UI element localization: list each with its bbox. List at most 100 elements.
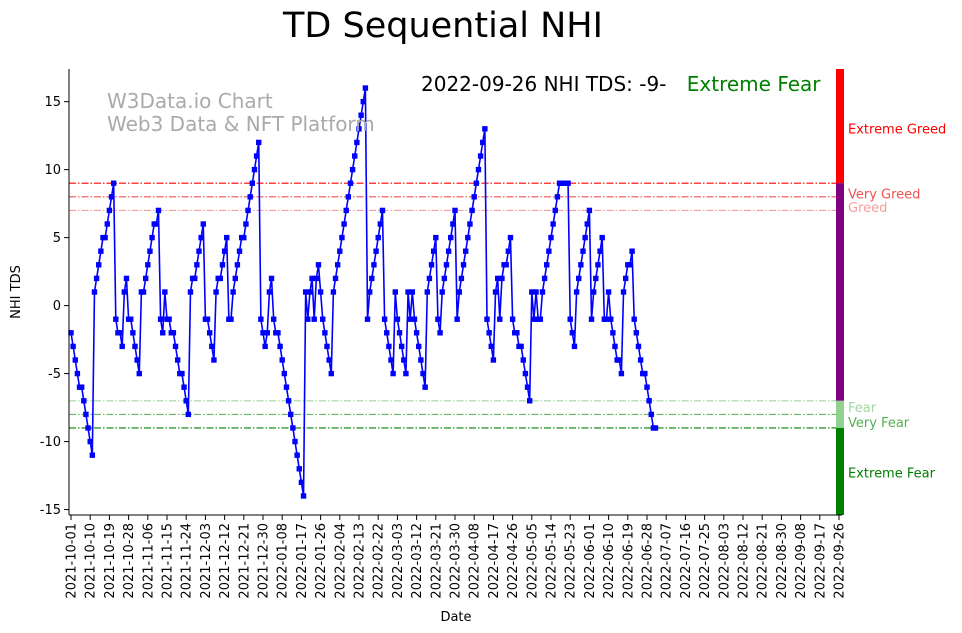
chart-title: TD Sequential NHI — [282, 6, 603, 46]
data-point-244 — [588, 316, 595, 322]
level-bar-segment-2 — [836, 400, 844, 428]
data-point-5 — [78, 384, 85, 390]
data-point-6 — [81, 398, 87, 404]
data-point-85 — [249, 180, 256, 186]
data-point-223 — [544, 262, 550, 268]
data-point-23 — [117, 330, 123, 336]
level-bar-segment-3 — [836, 427, 844, 515]
data-point-180 — [452, 207, 458, 214]
data-point-143 — [373, 248, 379, 254]
data-point-124 — [332, 275, 339, 282]
x-tick-label-22: 2022-04-17 — [487, 523, 502, 599]
data-point-226 — [550, 221, 556, 227]
data-point-90 — [260, 330, 266, 336]
data-point-164 — [418, 357, 424, 363]
data-point-52 — [179, 370, 185, 377]
data-point-66 — [209, 343, 215, 350]
data-point-105 — [292, 438, 298, 445]
data-point-179 — [450, 221, 456, 227]
data-point-17 — [104, 221, 110, 227]
y-tick-label-1: -10 — [40, 435, 61, 450]
data-point-160 — [409, 289, 416, 295]
data-point-237 — [573, 289, 580, 295]
status-headline: 2022-09-26 NHI TDS: -9- Extreme Fear — [421, 72, 821, 96]
data-point-135 — [356, 126, 362, 132]
x-tick-label-11: 2022-01-08 — [276, 523, 291, 599]
data-point-259 — [620, 289, 627, 295]
data-point-72 — [221, 248, 228, 254]
data-point-197 — [488, 343, 494, 350]
data-point-154 — [396, 330, 403, 336]
y-tick-label-3: 0 — [53, 299, 61, 314]
data-point-252 — [605, 289, 612, 295]
data-point-2 — [72, 357, 78, 363]
data-point-267 — [637, 357, 644, 363]
data-point-200 — [494, 275, 501, 282]
data-point-216 — [529, 289, 535, 295]
x-tick-label-38: 2022-09-08 — [794, 523, 809, 599]
data-point-95 — [270, 316, 277, 322]
data-point-258 — [618, 370, 625, 377]
data-point-171 — [433, 234, 439, 241]
data-point-248 — [597, 248, 603, 254]
data-point-55 — [185, 411, 192, 418]
data-point-274 — [652, 425, 659, 431]
y-tick-label-5: 10 — [44, 163, 61, 178]
x-tick-label-8: 2021-12-12 — [218, 523, 233, 599]
data-point-125 — [334, 262, 341, 268]
data-point-150 — [388, 357, 394, 363]
data-point-86 — [251, 166, 258, 173]
data-point-161 — [411, 316, 418, 322]
data-point-43 — [160, 330, 166, 336]
data-point-56 — [187, 289, 194, 295]
data-point-147 — [381, 316, 388, 322]
data-point-20 — [110, 180, 117, 186]
data-point-35 — [142, 275, 149, 282]
data-point-67 — [211, 357, 217, 363]
data-point-21 — [113, 316, 119, 322]
data-point-0 — [68, 330, 74, 336]
x-tick-label-0: 2021-10-01 — [65, 523, 80, 599]
y-tick-label-6: 15 — [44, 95, 61, 110]
data-point-192 — [477, 153, 484, 159]
data-point-243 — [586, 207, 593, 214]
data-point-44 — [162, 289, 168, 295]
data-point-84 — [247, 194, 253, 200]
data-point-249 — [599, 234, 605, 241]
x-tick-label-6: 2021-11-24 — [180, 523, 195, 599]
data-point-98 — [277, 343, 283, 350]
data-point-158 — [405, 289, 411, 295]
data-point-126 — [337, 248, 343, 254]
data-point-13 — [96, 262, 102, 268]
y-tick-label-0: -15 — [40, 503, 61, 518]
data-point-100 — [281, 370, 288, 377]
data-point-172 — [435, 316, 441, 322]
data-point-93 — [266, 289, 273, 295]
data-point-222 — [541, 275, 548, 282]
x-tick-label-13: 2022-01-26 — [314, 523, 329, 599]
data-point-206 — [507, 234, 514, 241]
data-point-214 — [524, 384, 531, 390]
data-point-215 — [526, 398, 533, 404]
data-point-107 — [296, 466, 302, 472]
threshold-label-2: Greed — [848, 201, 887, 216]
data-point-70 — [217, 275, 224, 282]
data-point-142 — [371, 262, 377, 268]
x-tick-label-3: 2021-10-28 — [122, 523, 137, 599]
data-point-59 — [194, 262, 200, 268]
x-tick-label-16: 2022-02-22 — [372, 523, 387, 599]
data-point-228 — [554, 194, 561, 200]
data-point-187 — [467, 221, 473, 227]
data-point-42 — [157, 316, 164, 322]
data-point-177 — [445, 248, 452, 254]
data-point-94 — [268, 275, 275, 282]
x-tick-label-17: 2022-03-03 — [391, 523, 406, 599]
data-point-34 — [140, 289, 147, 295]
x-tick-label-37: 2022-08-30 — [775, 523, 790, 599]
data-point-9 — [87, 438, 93, 445]
x-tick-label-30: 2022-06-28 — [641, 523, 656, 599]
x-tick-label-2: 2021-10-19 — [103, 523, 118, 599]
data-point-132 — [349, 166, 356, 173]
data-point-188 — [469, 207, 475, 214]
data-point-269 — [642, 370, 648, 377]
